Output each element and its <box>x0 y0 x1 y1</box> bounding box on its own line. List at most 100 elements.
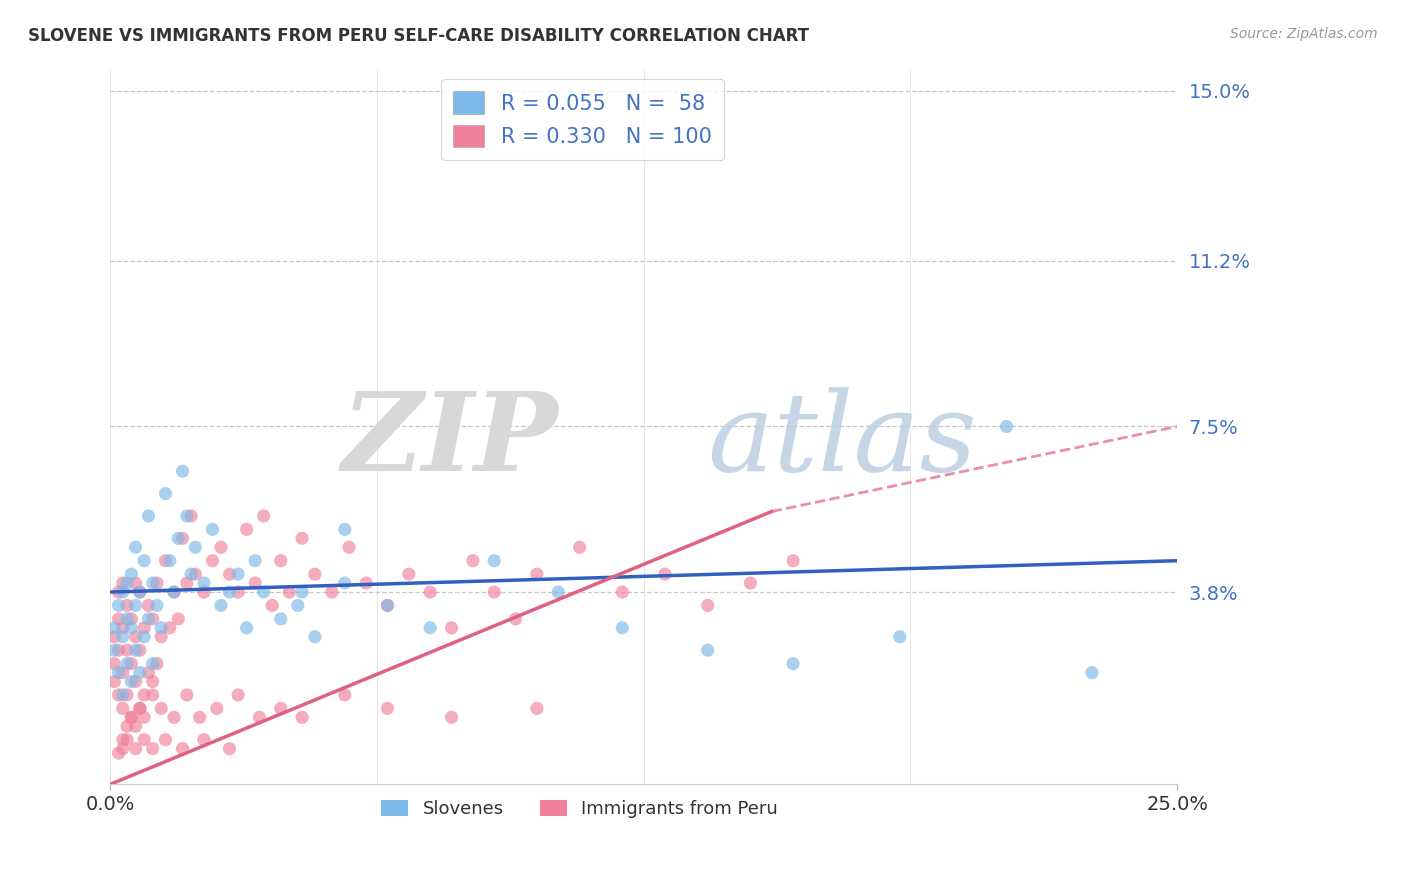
Point <box>505 612 527 626</box>
Point <box>142 688 165 702</box>
Point <box>167 532 190 546</box>
Point <box>107 665 129 680</box>
Point <box>111 665 134 680</box>
Point <box>193 732 215 747</box>
Point <box>115 657 138 671</box>
Point <box>172 532 194 546</box>
Point <box>150 630 173 644</box>
Point <box>115 688 138 702</box>
Point <box>526 701 548 715</box>
Point <box>461 554 484 568</box>
Text: Source: ZipAtlas.com: Source: ZipAtlas.com <box>1230 27 1378 41</box>
Point <box>172 741 194 756</box>
Point <box>889 630 911 644</box>
Point <box>107 746 129 760</box>
Point <box>205 701 228 715</box>
Point <box>120 674 142 689</box>
Point <box>377 701 399 715</box>
Point <box>163 585 186 599</box>
Point <box>253 585 276 599</box>
Point <box>138 508 160 523</box>
Point <box>138 612 160 626</box>
Point <box>163 585 186 599</box>
Point <box>1081 665 1104 680</box>
Point <box>568 541 591 555</box>
Point <box>120 567 142 582</box>
Point <box>120 621 142 635</box>
Point <box>226 567 249 582</box>
Point <box>226 585 249 599</box>
Point <box>782 657 804 671</box>
Point <box>176 576 198 591</box>
Point <box>333 576 356 591</box>
Point <box>124 719 146 733</box>
Point <box>226 688 249 702</box>
Point <box>333 522 356 536</box>
Point <box>115 576 138 591</box>
Point <box>377 599 399 613</box>
Point <box>235 621 257 635</box>
Point <box>124 630 146 644</box>
Point <box>612 621 634 635</box>
Point <box>163 710 186 724</box>
Point <box>291 585 314 599</box>
Point <box>337 541 360 555</box>
Point <box>103 643 125 657</box>
Point <box>270 554 292 568</box>
Point <box>124 643 146 657</box>
Point <box>218 585 240 599</box>
Point <box>111 621 134 635</box>
Point <box>201 554 224 568</box>
Text: SLOVENE VS IMMIGRANTS FROM PERU SELF-CARE DISABILITY CORRELATION CHART: SLOVENE VS IMMIGRANTS FROM PERU SELF-CAR… <box>28 27 808 45</box>
Point <box>440 621 463 635</box>
Point <box>291 532 314 546</box>
Point <box>209 599 232 613</box>
Point <box>291 710 314 724</box>
Point <box>167 612 190 626</box>
Point <box>111 585 134 599</box>
Text: atlas: atlas <box>707 387 977 494</box>
Point <box>184 567 207 582</box>
Point <box>115 643 138 657</box>
Legend: Slovenes, Immigrants from Peru: Slovenes, Immigrants from Peru <box>374 793 786 825</box>
Point <box>278 585 301 599</box>
Point <box>740 576 762 591</box>
Point <box>526 567 548 582</box>
Point <box>484 585 506 599</box>
Point <box>218 567 240 582</box>
Point <box>184 541 207 555</box>
Point <box>377 599 399 613</box>
Point <box>172 464 194 478</box>
Point <box>612 585 634 599</box>
Point <box>142 741 165 756</box>
Point <box>155 486 177 500</box>
Point <box>262 599 284 613</box>
Point <box>354 576 377 591</box>
Point <box>128 665 150 680</box>
Point <box>115 599 138 613</box>
Point <box>107 643 129 657</box>
Point <box>146 657 169 671</box>
Point <box>180 567 202 582</box>
Point <box>134 710 156 724</box>
Point <box>142 612 165 626</box>
Point <box>333 688 356 702</box>
Point <box>150 701 173 715</box>
Point <box>176 688 198 702</box>
Point <box>111 741 134 756</box>
Point <box>419 585 441 599</box>
Point <box>111 576 134 591</box>
Point <box>398 567 420 582</box>
Point <box>103 657 125 671</box>
Point <box>120 710 142 724</box>
Point <box>142 576 165 591</box>
Point <box>128 643 150 657</box>
Point <box>107 599 129 613</box>
Point <box>696 643 718 657</box>
Point <box>218 741 240 756</box>
Point <box>107 688 129 702</box>
Point <box>128 585 150 599</box>
Point <box>103 674 125 689</box>
Point <box>180 508 202 523</box>
Point <box>124 576 146 591</box>
